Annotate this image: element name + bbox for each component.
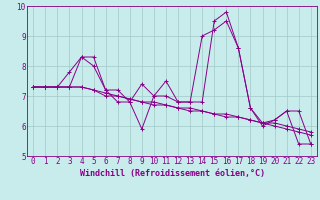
X-axis label: Windchill (Refroidissement éolien,°C): Windchill (Refroidissement éolien,°C) — [79, 169, 265, 178]
